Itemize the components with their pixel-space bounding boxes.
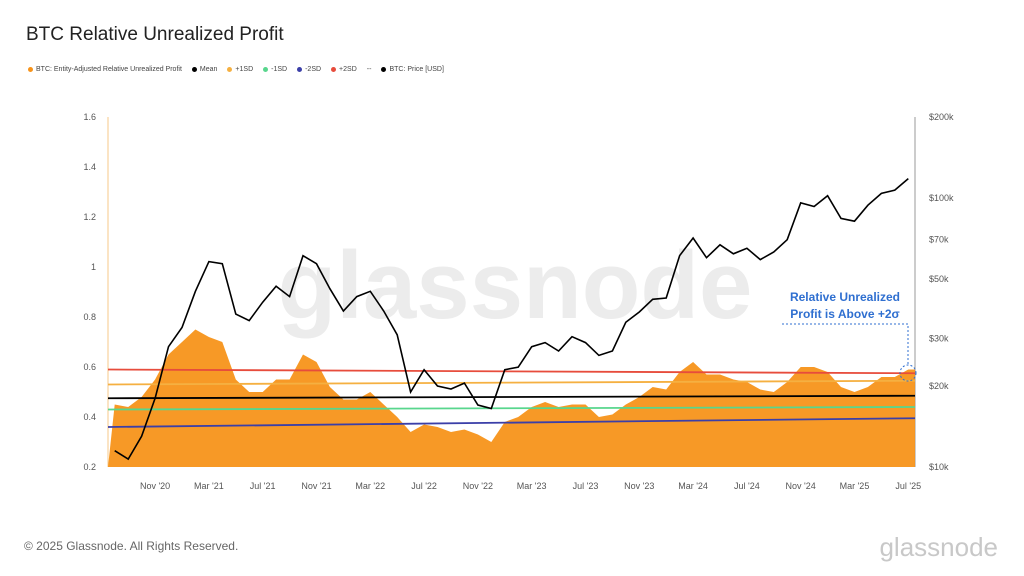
- legend-label: -2SD: [305, 66, 322, 73]
- profit-area: [108, 329, 915, 467]
- legend-label: Mean: [199, 66, 218, 73]
- legend-dot-icon: [331, 67, 337, 72]
- y-left-tick: 1.2: [83, 212, 96, 222]
- legend-item[interactable]: -1SD: [263, 66, 287, 73]
- y-left-tick: 0.2: [83, 462, 96, 472]
- y-right-tick: $70k: [929, 235, 949, 245]
- x-tick: Nov '20: [140, 481, 170, 491]
- legend-item[interactable]: Mean: [191, 66, 218, 73]
- y-right-tick: $100k: [929, 193, 954, 203]
- legend-item[interactable]: +2SD: [331, 66, 357, 73]
- band-line-2sd: [107, 368, 916, 375]
- annotation-leader: [782, 323, 909, 365]
- band-line-1sd: [107, 406, 916, 411]
- y-left-tick: 0.6: [83, 362, 96, 372]
- legend-dot-icon: [191, 67, 197, 72]
- x-tick: Mar '22: [355, 481, 385, 491]
- brand-logo: glassnode: [879, 532, 998, 562]
- band-line-1sd: [107, 379, 916, 386]
- legend-dot-icon: [28, 67, 33, 72]
- y-left-tick: 0.8: [83, 312, 96, 322]
- legend-dot-icon: [227, 67, 233, 72]
- x-tick: Mar '25: [840, 481, 870, 491]
- y-right-tick: $20k: [929, 381, 949, 391]
- annotation-circle: [899, 364, 917, 382]
- band-line-mean: [107, 394, 916, 400]
- x-tick: Nov '21: [301, 481, 331, 491]
- y-left-tick: 1.6: [83, 112, 96, 122]
- x-tick: Jul '25: [895, 481, 921, 491]
- y-left-tick: 1.4: [83, 162, 96, 172]
- x-tick: Mar '23: [517, 481, 547, 491]
- legend-item[interactable]: -2SD: [297, 66, 321, 73]
- x-tick: Mar '21: [194, 481, 224, 491]
- band-line-2sd: [107, 417, 916, 428]
- y-left-tick: 1: [91, 262, 96, 272]
- legend-dot-icon: [263, 67, 269, 72]
- legend-item[interactable]: BTC: Price [USD]: [381, 66, 444, 73]
- legend-item[interactable]: --: [367, 66, 372, 73]
- x-tick: Jul '22: [411, 481, 437, 491]
- chart-title: BTC Relative Unrealized Profit: [26, 24, 284, 45]
- legend-label: +1SD: [235, 66, 254, 73]
- legend-dot-icon: [297, 67, 303, 72]
- legend-item[interactable]: +1SD: [227, 66, 253, 73]
- annotation-line2: Profit is Above +2σ: [790, 307, 899, 321]
- y-right-tick: $10k: [929, 462, 949, 472]
- x-tick: Jul '23: [573, 481, 599, 491]
- x-tick: Jul '21: [250, 481, 276, 491]
- legend-label: +2SD: [339, 66, 357, 73]
- y-right-tick: $50k: [929, 274, 949, 284]
- legend-label: -1SD: [271, 66, 288, 73]
- legend-label: BTC: Entity-Adjusted Relative Unrealized…: [36, 66, 182, 73]
- x-tick: Nov '24: [786, 481, 816, 491]
- legend-item[interactable]: BTC: Entity-Adjusted Relative Unrealized…: [28, 66, 182, 73]
- x-tick: Mar '24: [678, 481, 708, 491]
- copyright: © 2025 Glassnode. All Rights Reserved.: [24, 539, 239, 553]
- x-tick: Jul '24: [734, 481, 760, 491]
- legend-label: --: [366, 66, 372, 73]
- price-line: [114, 177, 909, 461]
- legend: BTC: Entity-Adjusted Relative Unrealized…: [28, 66, 444, 73]
- x-tick: Nov '23: [624, 481, 654, 491]
- y-left-tick: 0.4: [83, 412, 96, 422]
- y-right-tick: $200k: [929, 112, 954, 122]
- watermark: glassnode: [278, 232, 753, 339]
- legend-dot-icon: [381, 67, 387, 72]
- x-tick: Nov '22: [463, 481, 493, 491]
- annotation-line1: Relative Unrealized: [790, 290, 900, 304]
- legend-label: BTC: Price [USD]: [389, 66, 444, 73]
- y-right-tick: $30k: [929, 334, 949, 344]
